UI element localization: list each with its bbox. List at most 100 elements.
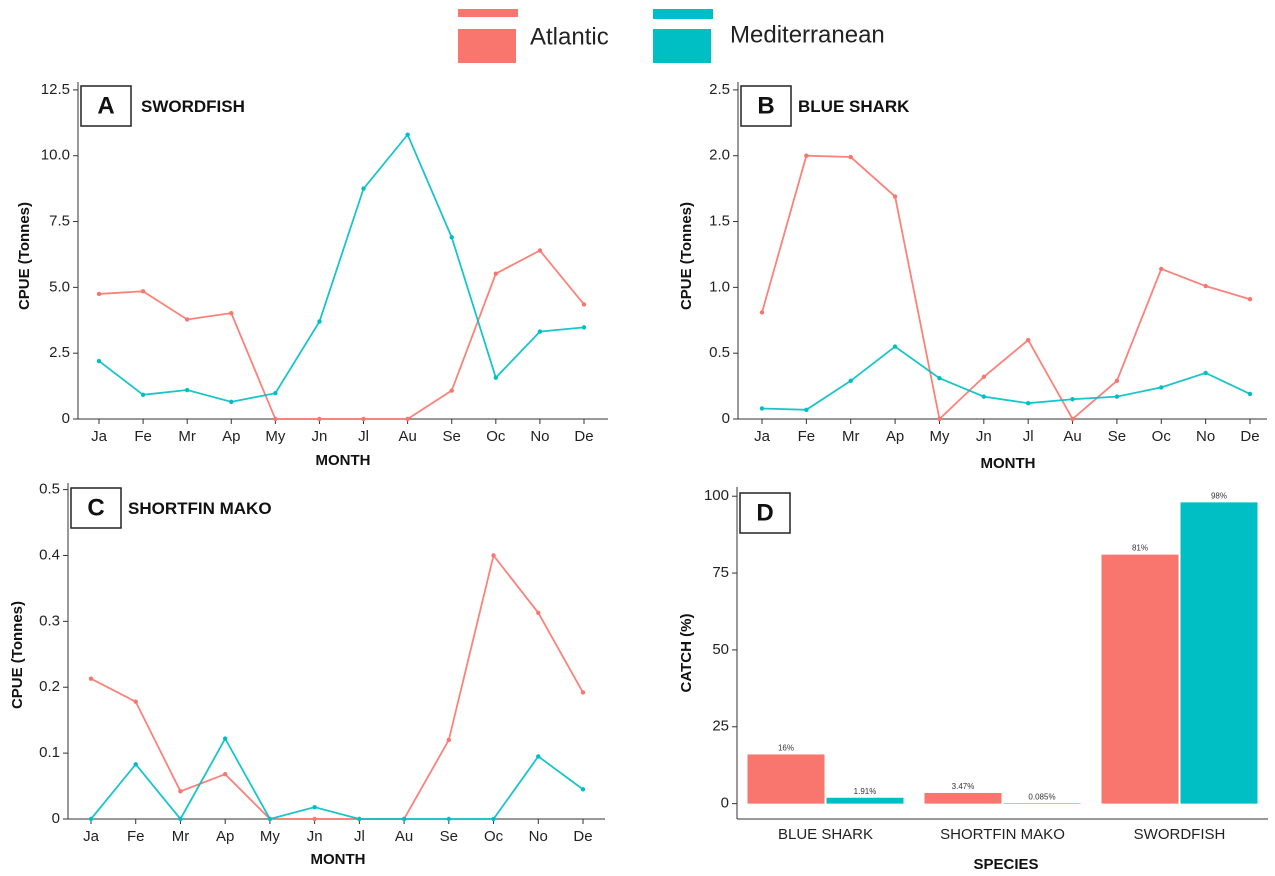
data-point-mediterranean (267, 816, 273, 822)
data-point-mediterranean (493, 375, 499, 380)
x-tick-label: Ap (216, 828, 234, 845)
x-category-label: SWORDFISH (1134, 826, 1226, 843)
data-point-mediterranean (581, 325, 587, 330)
panel-d-letter: D (756, 500, 773, 527)
data-point-atlantic (581, 302, 587, 307)
x-tick-label: Jl (354, 828, 365, 845)
x-tick-label: My (260, 828, 280, 845)
bar-mediterranean (1003, 803, 1081, 804)
x-tick-label: No (529, 828, 548, 845)
y-tick-label: 10.0 (41, 147, 70, 164)
data-point-mediterranean (537, 329, 543, 334)
panel-b-blue-shark: 0 0.5 1.0 1.5 2.0 2.5 Ja Fe Mr Ap My Jn Jl Au Se Oc No De… (678, 81, 1267, 472)
data-point-mediterranean (1025, 401, 1031, 406)
data-point-mediterranean (937, 375, 942, 381)
data-point-atlantic (140, 289, 146, 294)
panel-a-x-axis-label: MONTH (316, 452, 371, 469)
y-tick-label: 2.5 (49, 344, 70, 361)
data-point-mediterranean (1114, 394, 1120, 399)
panel-c-label-box: C (70, 487, 122, 529)
data-point-atlantic (580, 690, 586, 695)
y-tick-label: 50 (712, 641, 729, 658)
y-tick-label: 2.0 (709, 147, 730, 164)
x-tick-label: Fe (134, 428, 152, 445)
x-tick-label: Oc (484, 828, 504, 845)
panel-a-label-box: A (80, 85, 132, 127)
panel-c-letter: C (87, 495, 104, 522)
data-point-atlantic (449, 388, 454, 393)
data-point-mediterranean (449, 235, 454, 240)
bar-data-label: 3.47% (952, 782, 975, 791)
data-point-mediterranean (1070, 397, 1075, 402)
data-point-mediterranean (405, 132, 410, 137)
panel-a-y-axis-label: CPUE (Tonnes) (16, 202, 33, 310)
x-tick-label: Jl (1023, 428, 1034, 445)
y-tick-label: 12.5 (41, 81, 70, 98)
x-tick-label: Mr (178, 428, 196, 445)
y-tick-label: 0.1 (39, 744, 60, 761)
x-tick-label: Ja (83, 828, 100, 845)
data-point-mediterranean (491, 816, 496, 822)
data-point-mediterranean (96, 358, 102, 364)
data-point-mediterranean (804, 407, 809, 412)
x-tick-label: My (929, 428, 949, 445)
data-point-mediterranean (361, 186, 366, 191)
data-point-mediterranean (1247, 391, 1253, 397)
data-point-atlantic (848, 154, 853, 160)
panel-b-letter: B (757, 93, 774, 120)
data-point-mediterranean (184, 387, 190, 393)
y-tick-label: 1.5 (709, 213, 730, 230)
panel-b-x-axis-label: MONTH (981, 455, 1036, 472)
y-tick-label: 5.0 (49, 278, 70, 295)
legend: Atlantic Mediterranean (458, 9, 885, 63)
x-tick-label: Au (398, 428, 416, 445)
data-point-atlantic (1247, 297, 1253, 302)
y-tick-label: 25 (712, 718, 729, 735)
x-tick-label: Se (443, 428, 461, 445)
panel-b-y-axis-label: CPUE (Tonnes) (678, 202, 695, 310)
data-point-atlantic (317, 416, 322, 422)
data-point-mediterranean (178, 816, 183, 822)
data-point-atlantic (804, 153, 809, 158)
x-tick-label: Mr (172, 828, 190, 845)
x-tick-label: Ja (91, 428, 108, 445)
data-point-mediterranean (133, 762, 138, 767)
data-point-atlantic (312, 816, 317, 822)
panel-d-label-box: D (739, 492, 791, 534)
series-line-atlantic (761, 154, 1251, 421)
data-point-atlantic (493, 271, 499, 276)
bar-atlantic (747, 754, 825, 804)
x-tick-label: Ja (754, 428, 771, 445)
panel-a-title: SWORDFISH (141, 97, 245, 116)
bar-mediterranean (826, 797, 904, 804)
x-tick-label: Au (395, 828, 413, 845)
y-tick-label: 0 (722, 410, 730, 427)
y-tick-label: 0.2 (39, 678, 60, 695)
x-tick-label: De (573, 828, 592, 845)
data-point-atlantic (1070, 416, 1075, 422)
data-point-mediterranean (312, 804, 317, 810)
data-point-mediterranean (357, 816, 362, 822)
data-point-atlantic (1203, 283, 1208, 289)
legend-atlantic-fill-swatch (458, 29, 516, 63)
bar-atlantic (924, 792, 1002, 804)
data-point-atlantic (937, 416, 942, 422)
panel-d-x-axis-label: SPECIES (973, 856, 1038, 873)
data-point-atlantic (892, 194, 898, 199)
data-point-mediterranean (401, 816, 407, 822)
y-tick-label: 0 (62, 410, 70, 427)
series-line-mediterranean (761, 345, 1251, 411)
y-tick-label: 0.5 (709, 344, 730, 361)
x-tick-label: Oc (1152, 428, 1172, 445)
legend-mediterranean-line-swatch (653, 9, 713, 19)
panel-c-y-axis-label: CPUE (Tonnes) (9, 601, 26, 709)
x-tick-label: De (574, 428, 593, 445)
data-point-atlantic (1114, 378, 1120, 384)
y-tick-label: 0 (52, 810, 60, 827)
data-point-atlantic (537, 248, 543, 253)
x-tick-label: Ap (886, 428, 904, 445)
panel-c-shortfin-mako: 0 0.1 0.2 0.3 0.4 0.5 Ja Fe Mr Ap My Jn Jl Au Se Oc No De… (9, 481, 605, 868)
bar-mediterranean (1180, 502, 1258, 804)
x-tick-label: Oc (486, 428, 506, 445)
data-point-mediterranean (1159, 385, 1164, 390)
